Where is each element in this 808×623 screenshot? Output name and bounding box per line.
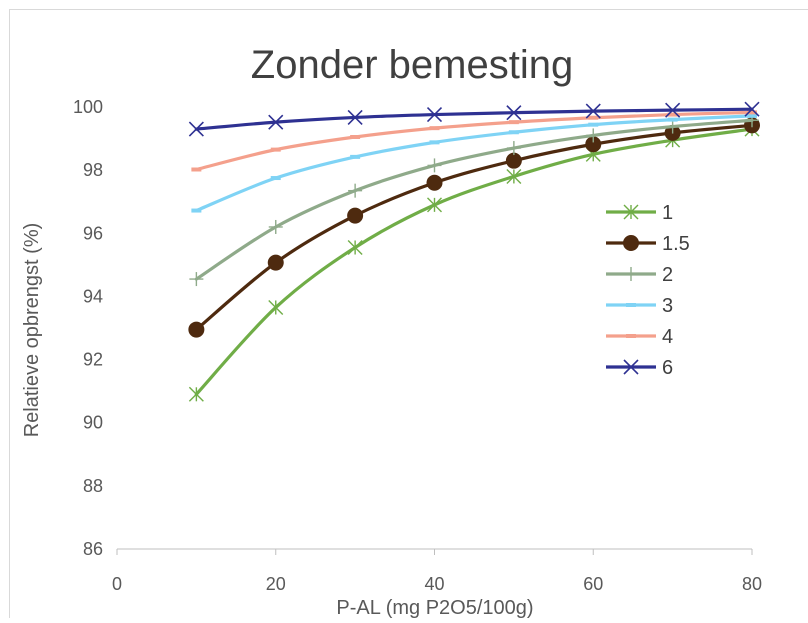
y-tick-label: 88: [83, 476, 103, 496]
legend-label: 6: [662, 357, 673, 379]
x-tick-label: 20: [266, 574, 286, 594]
data-point: [427, 175, 442, 190]
x-tick-label: 0: [112, 574, 122, 594]
y-tick-label: 94: [83, 286, 103, 306]
data-point: [189, 322, 204, 337]
y-tick-label: 98: [83, 160, 103, 180]
data-point: [624, 236, 639, 251]
legend-label: 3: [662, 295, 673, 317]
chart-border: [10, 10, 808, 619]
y-tick-label: 86: [83, 539, 103, 559]
legend-label: 1: [662, 202, 673, 224]
x-tick-label: 60: [583, 574, 603, 594]
x-tick-label: 80: [742, 574, 762, 594]
data-point: [506, 153, 521, 168]
legend-label: 4: [662, 326, 673, 348]
y-axis-label: Relatieve opbrengst (%): [21, 223, 43, 438]
data-point: [268, 255, 283, 270]
data-point: [348, 208, 363, 223]
y-tick-label: 92: [83, 350, 103, 370]
legend-label: 2: [662, 264, 673, 286]
y-tick-label: 90: [83, 413, 103, 433]
x-axis-label: P-AL (mg P2O5/100g): [336, 597, 533, 618]
legend-label: 1.5: [662, 233, 690, 255]
y-tick-label: 96: [83, 223, 103, 243]
y-tick-label: 100: [73, 97, 103, 117]
chart-title: Zonder bemesting: [251, 43, 573, 87]
x-tick-label: 40: [424, 574, 444, 594]
